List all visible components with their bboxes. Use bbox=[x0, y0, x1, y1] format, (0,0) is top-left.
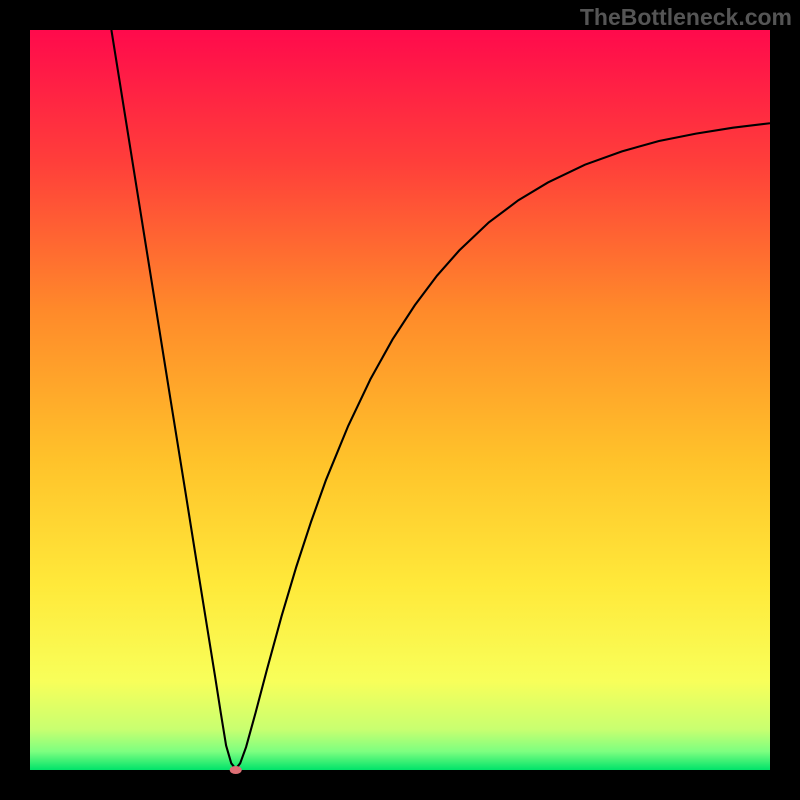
minimum-point-marker bbox=[230, 766, 242, 774]
watermark-text: TheBottleneck.com bbox=[580, 4, 792, 31]
bottleneck-curve-chart bbox=[0, 0, 800, 800]
chart-container: TheBottleneck.com bbox=[0, 0, 800, 800]
